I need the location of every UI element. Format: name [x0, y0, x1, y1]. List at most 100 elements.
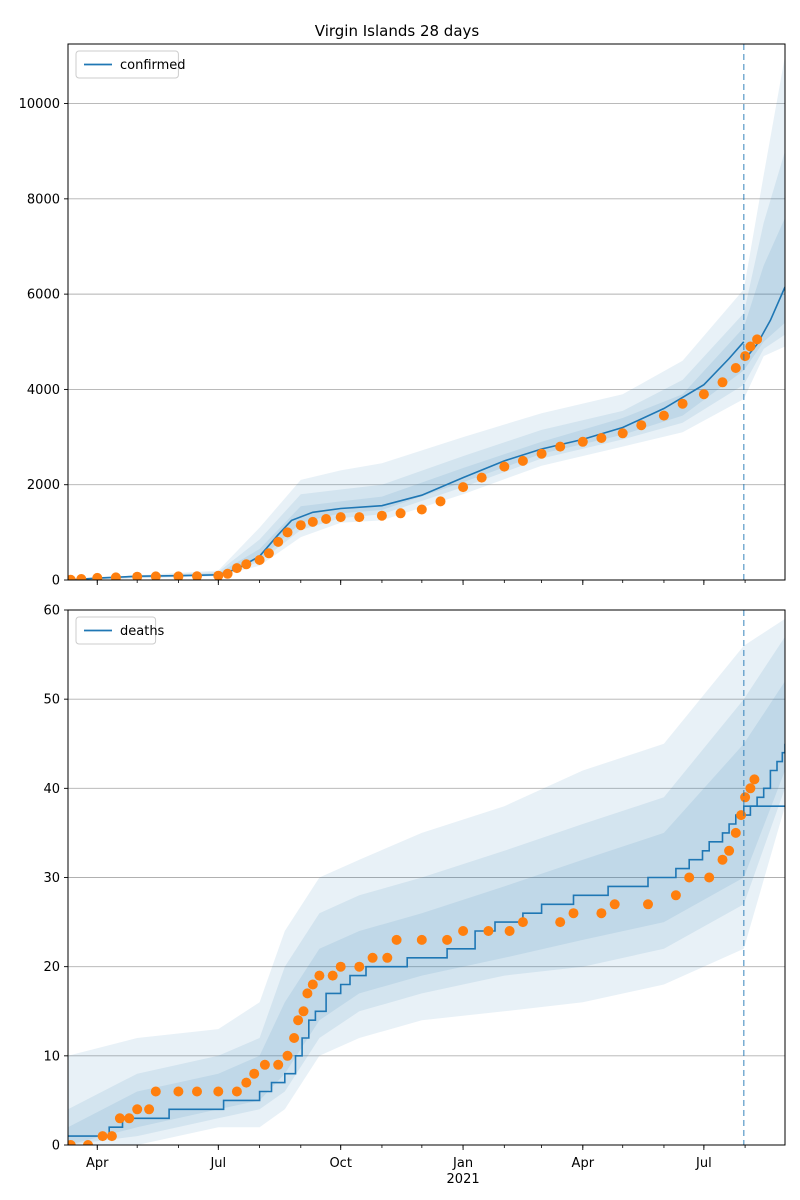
observed-point [110, 572, 121, 580]
observed-point [555, 441, 566, 452]
observed-point [568, 908, 579, 919]
observed-point [435, 496, 446, 507]
observed-point [740, 792, 751, 803]
observed-point [483, 926, 494, 936]
observed-point [596, 433, 607, 443]
observed-point [749, 774, 760, 785]
plot-area [68, 55, 785, 580]
axes-frame [67, 609, 786, 1146]
observed-point [391, 934, 402, 945]
observed-point [442, 934, 453, 945]
y-tick-label: 8000 [27, 192, 60, 207]
x-tick-year-label: 2021 [447, 1172, 480, 1187]
observed-point [458, 482, 469, 493]
observed-point [335, 512, 346, 523]
observed-point [83, 1140, 93, 1145]
forecast-line [743, 286, 785, 362]
observed-point [395, 508, 406, 519]
observed-point [231, 1086, 242, 1097]
confirmed-panel: 0 2000 4000 6000 8000 10000 confirmed [19, 43, 786, 589]
observed-point [416, 504, 427, 515]
observed-point [335, 961, 346, 972]
observed-point [752, 334, 763, 345]
plot-area [68, 618, 785, 1145]
observed-point [376, 510, 387, 521]
observed-point [298, 1006, 309, 1017]
observed-point [282, 527, 293, 538]
observed-point [354, 961, 365, 972]
observed-point [354, 512, 365, 523]
observed-point [717, 377, 728, 388]
axes-frame [67, 43, 786, 581]
observed-point [293, 1015, 304, 1026]
observed-point [106, 1131, 117, 1142]
x-tick-label: Apr [572, 1156, 595, 1171]
legend: deaths [75, 616, 165, 645]
x-tick-label: Oct [329, 1156, 351, 1171]
observed-point [536, 448, 547, 459]
observed-point [745, 341, 756, 352]
uncertainty-band-middle [68, 636, 785, 1145]
observed-point [596, 908, 607, 919]
legend-box [75, 50, 179, 79]
y-tick-label: 60 [43, 604, 60, 619]
observed-point [555, 917, 566, 928]
x-tick-label: Apr [86, 1156, 109, 1171]
y-tick-label: 6000 [27, 288, 60, 303]
observed-point [150, 1086, 161, 1097]
observed-point [302, 988, 313, 999]
observed-point [231, 563, 242, 574]
observed-point [684, 872, 695, 883]
observed-point [259, 1059, 270, 1070]
observed-point [367, 952, 378, 963]
observed-point [517, 917, 528, 928]
y-tick-label: 0 [52, 574, 60, 589]
y-tick-label: 40 [43, 782, 60, 797]
observed-point [724, 845, 735, 856]
observed-point [68, 574, 76, 580]
observed-point [504, 926, 515, 936]
observed-point [295, 520, 306, 531]
y-tick-label: 10000 [19, 97, 60, 112]
observed-point [717, 854, 728, 865]
observed-point [476, 472, 487, 483]
observed-point [307, 516, 318, 527]
observed-point [92, 572, 103, 580]
observed-point [636, 420, 647, 431]
model-line [68, 805, 785, 1137]
observed-point [517, 455, 528, 466]
x-tick-label: Jul [695, 1156, 712, 1171]
observed-point [173, 1086, 184, 1097]
observed-point [643, 899, 653, 910]
observed-point [114, 1113, 125, 1124]
x-tick-label: Jul [209, 1156, 226, 1171]
observed-point [249, 1068, 260, 1079]
observed-point [241, 559, 252, 570]
observed-point [730, 827, 741, 838]
observed-point [740, 351, 751, 362]
observed-point [273, 536, 284, 547]
uncertainty-band-inner [68, 681, 785, 1145]
observed-point [677, 398, 688, 409]
observed-point [314, 970, 325, 981]
observed-point [76, 574, 87, 580]
uncertainty-band-outer [68, 618, 785, 1145]
y-tick-label: 4000 [27, 383, 60, 398]
legend-label: deaths [120, 624, 165, 639]
uncertainty-band-outer [68, 55, 785, 580]
y-tick-label: 2000 [27, 478, 60, 493]
legend-label: confirmed [120, 58, 186, 73]
observed-point [97, 1131, 108, 1142]
legend-box [75, 616, 157, 645]
observed-point [192, 571, 202, 580]
y-tick-label: 20 [43, 960, 60, 975]
forecast-line [743, 743, 785, 816]
chart-title: Virgin Islands 28 days [315, 22, 480, 40]
observed-point [704, 872, 715, 883]
observed-point [213, 570, 224, 580]
observed-point [736, 810, 747, 821]
observed-point [222, 568, 233, 579]
